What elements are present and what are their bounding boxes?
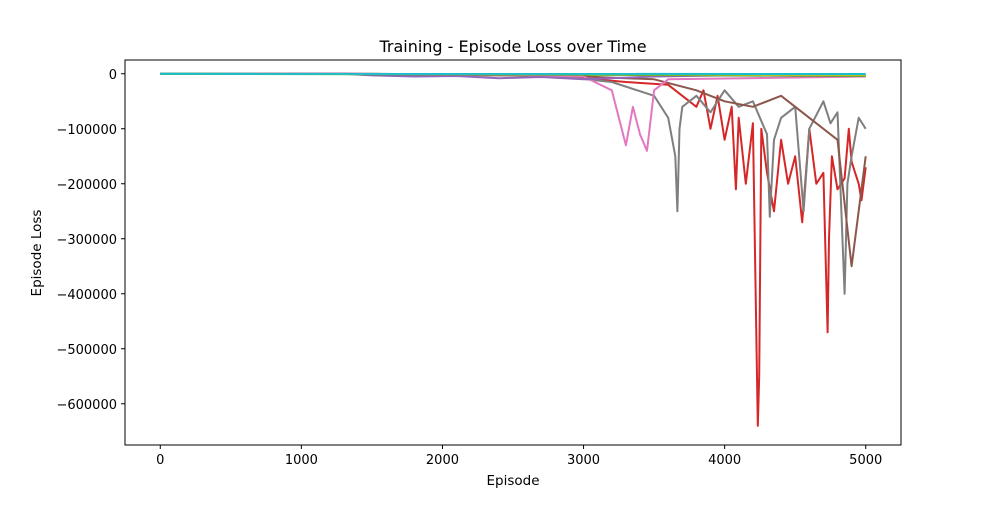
x-axis: 0 1000 2000 3000 4000 5000 [156,445,882,468]
y-tick-label: −300000 [56,233,117,248]
y-axis: 0 −100000 −200000 −300000 −400000 −500000 −600… [56,68,125,413]
x-tick-label: 0 [156,453,164,468]
x-tick-label: 1000 [285,453,318,468]
y-tick-label: −600000 [56,398,117,413]
y-tick-label: −400000 [56,288,117,303]
plot-lines [160,74,865,426]
x-tick-label: 4000 [708,453,741,468]
series-line-4 [160,74,865,151]
y-tick-label: −500000 [56,343,117,358]
y-tick-label: 0 [109,68,117,83]
x-axis-label: Episode [486,473,539,489]
x-tick-label: 3000 [567,453,600,468]
plot-frame [125,60,901,445]
series-line-1 [160,74,865,426]
y-tick-label: −200000 [56,178,117,193]
x-tick-label: 5000 [849,453,882,468]
x-tick-label: 2000 [426,453,459,468]
y-axis-label: Episode Loss [29,210,45,297]
y-tick-label: −100000 [56,123,117,138]
chart-title: Training - Episode Loss over Time [378,37,646,56]
